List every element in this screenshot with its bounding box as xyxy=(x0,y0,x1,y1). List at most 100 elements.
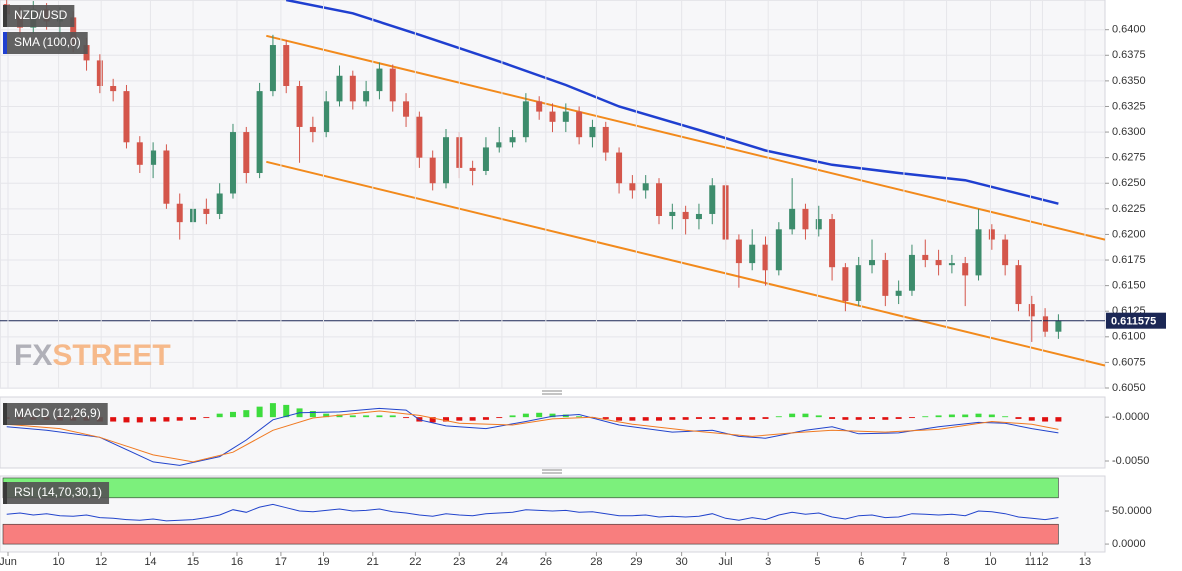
macd-histogram-bar xyxy=(482,417,489,420)
panel-label-box xyxy=(3,5,75,27)
panel-handle xyxy=(542,390,562,474)
candle-body xyxy=(469,167,476,171)
last-price-label: 0.611575 xyxy=(1111,316,1156,328)
x-tick-label: 29 xyxy=(630,556,642,568)
candle-body xyxy=(429,157,436,184)
candle-body xyxy=(349,75,356,102)
macd-histogram-bar xyxy=(522,413,529,418)
macd-line xyxy=(6,407,1059,466)
candle-body xyxy=(496,142,503,148)
y-tick-label: 0.6325 xyxy=(1112,100,1146,112)
candle-body xyxy=(789,208,796,230)
macd-histogram-bar xyxy=(802,413,809,418)
macd-histogram-bar xyxy=(389,415,396,418)
candle-body xyxy=(629,183,636,191)
x-tick-label: 10 xyxy=(984,556,996,568)
candle-body xyxy=(908,254,915,291)
macd-histogram-bar xyxy=(323,413,330,418)
macd-histogram-bar xyxy=(1015,417,1022,419)
panel-label-box xyxy=(3,482,110,504)
macd-histogram-bar xyxy=(882,417,889,420)
macd-histogram-bar xyxy=(616,417,623,421)
y-tick-label: 50.0000 xyxy=(1112,505,1152,517)
x-tick-label: 16 xyxy=(231,556,243,568)
macd-histogram-bar xyxy=(176,417,183,421)
macd-histogram-bar xyxy=(829,417,836,419)
macd-histogram-bar xyxy=(869,417,876,419)
macd-histogram-bar xyxy=(309,411,316,418)
macd-histogram-bar xyxy=(735,417,742,420)
macd-histogram-bar xyxy=(403,417,410,419)
candle-body xyxy=(869,260,876,266)
panel-label-stripe xyxy=(3,403,7,425)
y-tick-label: 0.6275 xyxy=(1112,152,1146,164)
x-tick-label: Jul xyxy=(719,556,733,568)
candle-body xyxy=(962,263,969,276)
candle-body xyxy=(243,132,250,174)
candle-body xyxy=(975,229,982,276)
candle-body xyxy=(110,85,117,92)
macd-histogram-bar xyxy=(336,414,343,418)
candle-body xyxy=(842,267,849,301)
y-tick-label: 0.6350 xyxy=(1112,75,1146,87)
rsi-plot xyxy=(2,477,1059,545)
macd-histogram-bar xyxy=(150,417,157,422)
x-tick-label: 7 xyxy=(901,556,907,568)
macd-histogram-bar xyxy=(656,417,663,421)
macd-histogram-bar xyxy=(256,406,263,418)
candle-body xyxy=(256,91,263,174)
candle-body xyxy=(1002,239,1009,266)
candle-body xyxy=(935,260,942,266)
y-tick-label: 0.6300 xyxy=(1112,126,1146,138)
macd-histogram-bar xyxy=(642,417,649,421)
candle-body xyxy=(576,111,583,138)
watermark-part: FX xyxy=(14,339,52,372)
candle-body xyxy=(442,137,449,184)
candle-body xyxy=(815,219,822,230)
macd-histogram-bar xyxy=(775,416,782,418)
candle-body xyxy=(389,68,396,102)
candle-body xyxy=(70,17,77,46)
x-tick-label: 21 xyxy=(367,556,379,568)
panel-label-stripe xyxy=(3,5,7,27)
candle-body xyxy=(1055,320,1062,332)
macd-histogram-bar xyxy=(216,413,223,418)
candle-body xyxy=(150,150,157,165)
x-tick-label: 22 xyxy=(409,556,421,568)
macd-histogram-bar xyxy=(695,417,702,419)
x-tick-label: 3 xyxy=(765,556,771,568)
macd-histogram-bar xyxy=(243,410,250,418)
candle-body xyxy=(323,101,330,133)
macd-histogram-bar xyxy=(190,417,197,420)
y-tick-label: -0.0000 xyxy=(1112,411,1149,423)
x-tick-label: 12 xyxy=(1036,556,1048,568)
macd-histogram-bar xyxy=(442,417,449,422)
macd-histogram-bar xyxy=(789,413,796,418)
candle-body xyxy=(762,244,769,271)
y-tick-label: 0.6400 xyxy=(1112,24,1146,36)
macd-histogram-bar xyxy=(203,417,210,419)
candle-body xyxy=(509,137,516,143)
candle-body xyxy=(269,45,276,92)
candle-body xyxy=(136,142,143,165)
macd-plot xyxy=(3,403,1062,466)
x-tick-label: 24 xyxy=(496,556,508,568)
panel-label-stripe xyxy=(3,32,7,54)
watermark: FXSTREET xyxy=(14,339,171,372)
candle-body xyxy=(882,260,889,296)
candle-body xyxy=(749,244,756,264)
candle-body xyxy=(482,147,489,171)
x-tick-label: 11 xyxy=(1025,556,1036,568)
x-tick-label: 28 xyxy=(590,556,602,568)
macd-histogram-bar xyxy=(988,414,995,418)
macd-histogram-bar xyxy=(363,415,370,418)
macd-histogram-bar xyxy=(1042,417,1049,422)
macd-histogram-bar xyxy=(709,417,716,419)
macd-histogram-bar xyxy=(536,412,543,418)
candle-body xyxy=(296,85,303,127)
x-tick-label: Jun xyxy=(0,556,17,568)
x-tick-label: 17 xyxy=(275,556,287,568)
candle-body xyxy=(802,208,809,230)
candle-body xyxy=(656,183,663,217)
macd-histogram-bar xyxy=(136,417,143,423)
